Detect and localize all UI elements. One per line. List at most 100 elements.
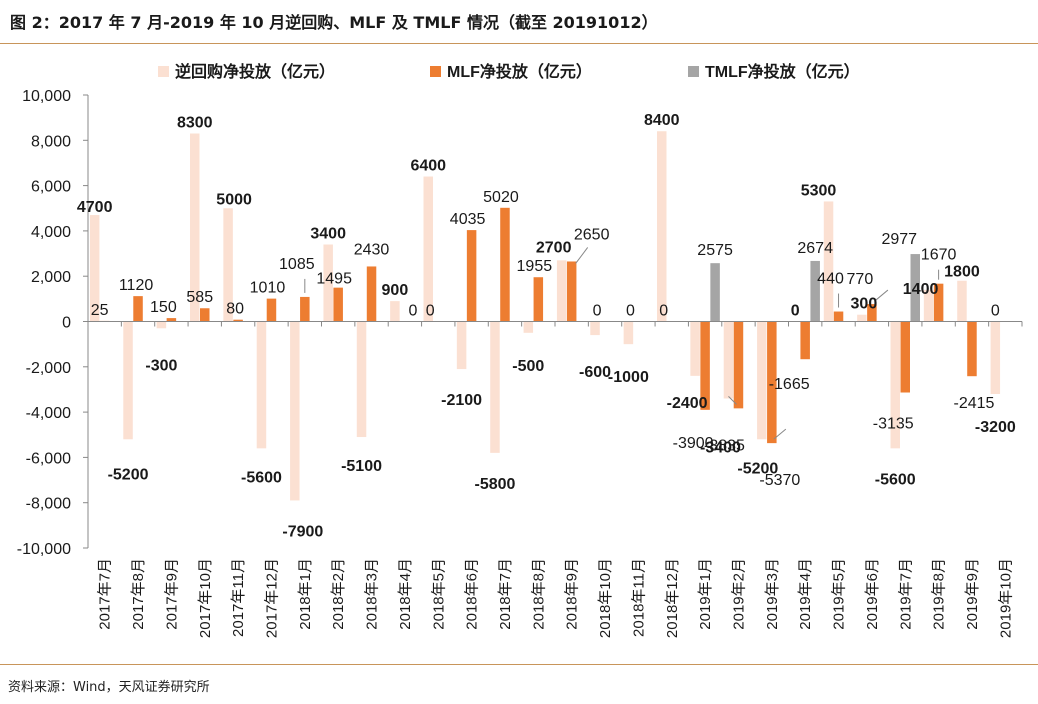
bar xyxy=(767,321,777,444)
data-label: 440 xyxy=(817,271,844,288)
data-label: 5000 xyxy=(216,191,252,208)
data-label: 150 xyxy=(150,299,177,316)
data-label: 1010 xyxy=(250,280,286,297)
x-tick-label: 2019年4月 xyxy=(797,558,814,630)
leader-line xyxy=(773,428,787,440)
data-label: -600 xyxy=(579,364,611,381)
bar xyxy=(857,314,867,322)
bar xyxy=(657,131,667,322)
y-tick-label: -4,000 xyxy=(26,405,71,422)
bar xyxy=(89,215,100,322)
data-label: 2700 xyxy=(536,239,572,256)
bar xyxy=(810,260,820,322)
data-label: -3400 xyxy=(700,440,741,457)
x-tick-label: 2018年4月 xyxy=(397,558,414,630)
source-note: 资料来源：Wind，天风证券研究所 xyxy=(8,680,210,695)
bar xyxy=(523,321,534,333)
data-label: 900 xyxy=(382,282,409,299)
data-label: 8400 xyxy=(644,112,680,129)
data-label: -3835 xyxy=(704,437,745,454)
bar xyxy=(123,321,133,440)
bar xyxy=(290,321,300,501)
data-label: -5600 xyxy=(241,469,282,486)
bar xyxy=(967,321,977,377)
x-tick-label: 2018年9月 xyxy=(564,558,581,630)
bar xyxy=(923,289,934,322)
bar xyxy=(390,301,400,322)
data-label: -3200 xyxy=(975,419,1016,436)
x-tick-label: 2018年10月 xyxy=(597,558,614,638)
data-label: 1800 xyxy=(944,264,980,281)
bar xyxy=(200,308,210,322)
data-label: -3900 xyxy=(673,435,714,452)
x-tick-label: 2018年12月 xyxy=(664,558,681,638)
data-label: 1495 xyxy=(316,271,352,288)
x-tick-label: 2018年2月 xyxy=(330,558,347,630)
figure-title: 图 2：2017 年 7 月-2019 年 10 月逆回购、MLF 及 TMLF… xyxy=(10,13,658,32)
bar xyxy=(300,296,310,322)
y-tick-label: -6,000 xyxy=(26,450,71,467)
legend-label-1: MLF净投放（亿元） xyxy=(447,62,592,81)
data-label: 2430 xyxy=(354,241,390,258)
leader-line xyxy=(875,289,889,301)
data-label: -2100 xyxy=(441,392,482,409)
x-tick-label: 2019年10月 xyxy=(997,558,1014,638)
x-tick-label: 2019年6月 xyxy=(864,558,881,630)
bar xyxy=(990,321,1001,394)
bar-chart: 逆回购净投放（亿元） MLF净投放（亿元） TMLF净投放（亿元） 10,000 8,… xyxy=(17,62,1023,638)
bar xyxy=(223,208,233,322)
data-label: 1670 xyxy=(921,247,957,264)
bar xyxy=(490,321,500,453)
data-label: 5020 xyxy=(483,189,519,206)
data-label: 0 xyxy=(791,303,800,320)
data-label: -2400 xyxy=(667,395,708,412)
bar xyxy=(500,207,510,322)
bar xyxy=(266,298,277,322)
x-tick-label: 2019年8月 xyxy=(931,558,948,630)
bar xyxy=(533,277,544,322)
legend-label-0: 逆回购净投放（亿元） xyxy=(175,62,335,81)
data-labels: 4700 -5200 -300 8300 5000 -5600 -7900 3400 -5100… xyxy=(77,112,1016,540)
data-label: 585 xyxy=(186,289,213,306)
x-tick-label: 2018年5月 xyxy=(430,558,447,630)
x-tick-label: 2018年1月 xyxy=(297,558,314,630)
bar xyxy=(933,283,944,322)
data-label: -1000 xyxy=(608,369,649,386)
y-tick-label: 2,000 xyxy=(31,269,71,286)
bar xyxy=(590,321,600,336)
data-label: -5800 xyxy=(475,476,516,493)
data-label: 0 xyxy=(408,303,417,320)
y-tick-label: -2,000 xyxy=(26,360,71,377)
chart-legend: 逆回购净投放（亿元） MLF净投放（亿元） TMLF净投放（亿元） xyxy=(158,62,860,81)
x-tick-label: 2019年3月 xyxy=(764,558,781,630)
x-tick-label: 2017年7月 xyxy=(97,558,114,630)
data-label: -5100 xyxy=(341,458,382,475)
bar xyxy=(556,260,567,322)
x-tick-label: 2018年11月 xyxy=(630,558,647,637)
data-label: 0 xyxy=(991,303,1000,320)
bar xyxy=(710,263,720,322)
bar xyxy=(256,321,267,449)
bar xyxy=(233,319,243,322)
data-label: 1085 xyxy=(279,256,315,273)
bar xyxy=(323,244,333,322)
y-tick-label: -8,000 xyxy=(26,496,71,513)
bar xyxy=(456,321,467,370)
y-tick-label: 6,000 xyxy=(31,179,71,196)
bar xyxy=(757,321,767,440)
x-tick-label: 2019年7月 xyxy=(897,558,914,630)
y-tick-label: 0 xyxy=(62,315,71,332)
data-label: -5600 xyxy=(875,471,916,488)
bar xyxy=(867,304,877,322)
data-label: 1955 xyxy=(517,258,553,275)
bar xyxy=(910,254,920,322)
data-label: -5200 xyxy=(108,466,149,483)
data-label: 3400 xyxy=(310,225,346,242)
legend-swatch-1 xyxy=(430,66,441,77)
bar xyxy=(623,321,634,345)
bars-layer xyxy=(89,131,1001,501)
x-tick-label: 2019年9月 xyxy=(964,558,981,630)
x-tick-label: 2018年8月 xyxy=(530,558,547,630)
bar xyxy=(723,321,734,399)
x-axis-tick-labels: 2017年7月 2017年8月 2017年9月 2017年10月 2017年11月 201… xyxy=(97,558,1015,638)
